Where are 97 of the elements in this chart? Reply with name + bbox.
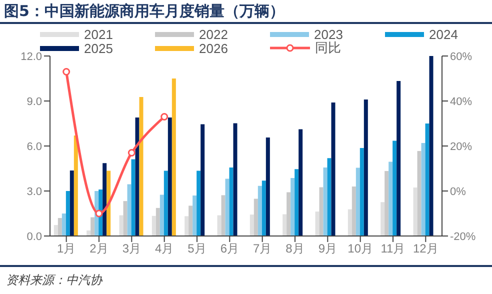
x-tick-label: 7月 [252, 242, 272, 256]
bar [192, 196, 197, 236]
y-tick-label: 12.0 [20, 50, 42, 63]
x-tick-label: 5月 [188, 242, 206, 256]
y2-tick-label: -20% [450, 230, 476, 243]
bar [319, 187, 324, 236]
bar [135, 118, 140, 236]
bar [282, 214, 287, 236]
bar [421, 143, 426, 236]
bar [388, 162, 393, 236]
bar [425, 124, 430, 236]
bar [323, 167, 328, 236]
bar [54, 225, 58, 236]
legend-label: 2025 [84, 40, 113, 56]
bar [217, 215, 222, 236]
bar [131, 159, 136, 236]
bar [360, 148, 364, 236]
bar [184, 216, 189, 236]
bar [327, 158, 332, 236]
point [128, 149, 136, 156]
bar [384, 171, 389, 236]
x-tick-label: 12月 [412, 242, 438, 256]
y-tick-label: 9.0 [26, 96, 42, 108]
x-tick-label: 9月 [318, 242, 338, 256]
bar [298, 129, 303, 236]
bar [290, 178, 295, 236]
legend-label: 2022 [199, 26, 228, 42]
bar [119, 215, 124, 236]
bar [90, 217, 95, 236]
legend-label: 同比 [315, 40, 341, 57]
point [95, 210, 103, 218]
bar [168, 118, 172, 236]
bar [200, 124, 205, 236]
y2-tick-label: 40% [450, 96, 472, 108]
x-tick-label: 3月 [122, 242, 142, 256]
bar [356, 168, 360, 236]
bar [348, 209, 352, 236]
x-tick-label: 6月 [220, 242, 240, 256]
bar [286, 192, 291, 236]
bar [156, 208, 160, 236]
y-tick-label: 0.0 [26, 230, 42, 243]
bar [364, 100, 368, 236]
bar [188, 206, 193, 236]
y2-tick-label: 0% [450, 186, 466, 198]
bar [294, 169, 299, 236]
bar [127, 184, 132, 236]
legend-label: 2023 [314, 26, 343, 42]
bar [380, 202, 385, 236]
bar [106, 170, 111, 236]
x-tick-label: 1月 [56, 242, 76, 256]
bar [417, 150, 422, 236]
bar [123, 201, 128, 236]
bar [66, 191, 70, 236]
x-tick-label: 4月 [154, 242, 174, 256]
y2-tick-label: 20% [450, 140, 472, 153]
bar [221, 195, 226, 236]
bar [233, 123, 238, 236]
bar [196, 170, 201, 236]
bar [352, 186, 356, 236]
bar [396, 81, 401, 236]
x-tick-label: 2月 [90, 242, 108, 256]
bar [392, 140, 397, 236]
bar [164, 170, 168, 236]
x-tick-label: 8月 [286, 242, 304, 256]
text: 资料来源：中汽协 [6, 272, 102, 289]
bar [413, 188, 418, 236]
bar [102, 163, 107, 236]
bar [62, 214, 66, 236]
x-tick-label: 11月 [380, 242, 406, 256]
x-tick-label: 10月 [348, 242, 374, 256]
bar [429, 56, 434, 236]
y-tick-label: 3.0 [26, 186, 42, 198]
y-tick-label: 6.0 [26, 140, 42, 153]
legend-label: 2021 [84, 26, 113, 42]
bar [315, 212, 320, 236]
bar [225, 178, 230, 236]
bar [139, 96, 144, 236]
bar [262, 180, 266, 236]
bar [172, 78, 176, 236]
bar [229, 167, 234, 236]
legend-label: 2026 [199, 40, 228, 56]
bar [86, 230, 91, 236]
y2-tick-label: 60% [450, 50, 472, 63]
bar [58, 218, 62, 236]
point [160, 113, 168, 120]
point [62, 68, 70, 76]
chart-title: 图5：中国新能源商用车月度销量（万辆） [0, 0, 492, 24]
bar [266, 137, 270, 236]
bar [331, 102, 336, 236]
bar [160, 194, 164, 236]
bar [70, 170, 74, 236]
bar [258, 186, 262, 236]
bar [152, 216, 156, 236]
bar [74, 136, 78, 236]
legend-label: 2024 [429, 26, 458, 42]
bar [250, 214, 254, 236]
bar [254, 198, 258, 236]
